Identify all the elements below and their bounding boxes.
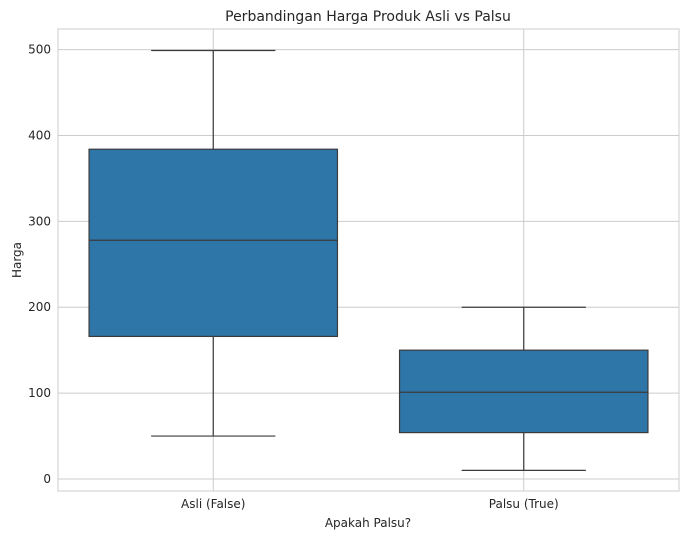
chart-title: Perbandingan Harga Produk Asli vs Palsu bbox=[225, 9, 511, 25]
box-group-0 bbox=[88, 49, 339, 437]
y-tick-labels: 0 100 200 300 400 500 bbox=[28, 43, 51, 486]
y-tick-label: 100 bbox=[28, 386, 51, 400]
iqr-box bbox=[398, 349, 649, 434]
y-tick-label: 200 bbox=[28, 300, 51, 314]
boxes bbox=[88, 49, 649, 471]
box-group-1 bbox=[398, 306, 649, 471]
x-tick-labels: Asli (False) Palsu (True) bbox=[181, 497, 559, 511]
plot-frame bbox=[57, 28, 680, 492]
iqr-box bbox=[88, 148, 339, 338]
y-tick-label: 400 bbox=[28, 128, 51, 142]
y-tick-label: 500 bbox=[28, 43, 51, 57]
y-axis-label: Harga bbox=[10, 242, 24, 278]
y-tick-label: 0 bbox=[43, 472, 51, 486]
y-tick-label: 300 bbox=[28, 214, 51, 228]
x-axis-label: Apakah Palsu? bbox=[325, 516, 411, 530]
x-tick-label: Palsu (True) bbox=[489, 497, 559, 511]
x-tick-label: Asli (False) bbox=[181, 497, 245, 511]
